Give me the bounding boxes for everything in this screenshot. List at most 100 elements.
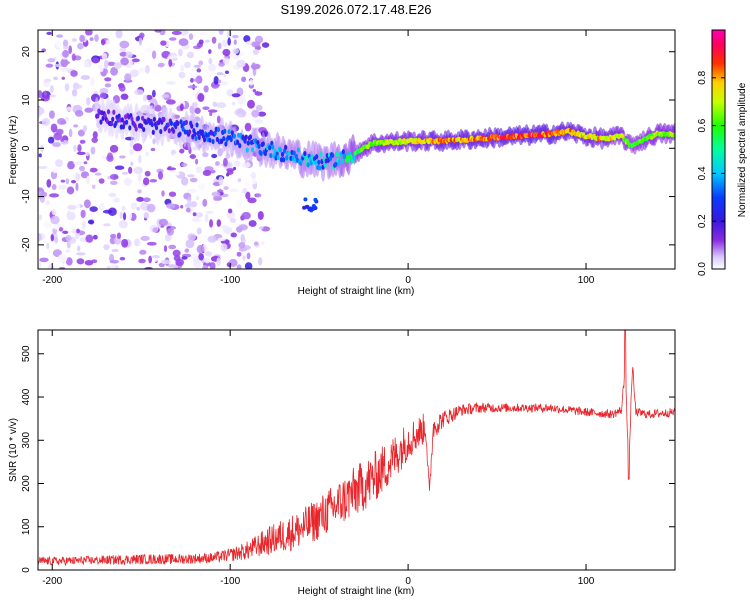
spectrogram-cell bbox=[166, 122, 170, 128]
x-tick-label: -100 bbox=[220, 576, 240, 587]
spectrogram-cell bbox=[222, 136, 226, 142]
spectrogram-cell bbox=[185, 207, 191, 213]
spectrogram-cell bbox=[229, 136, 233, 143]
spectrogram-cell bbox=[66, 186, 75, 195]
spectrogram-cell bbox=[178, 71, 186, 79]
spectrogram-cell bbox=[223, 186, 229, 191]
spectrogram-cell bbox=[58, 253, 68, 263]
spectrogram-cell bbox=[111, 116, 115, 122]
spectrogram-cell bbox=[113, 197, 120, 203]
spectrogram-cell bbox=[168, 58, 173, 68]
spectrogram-cell bbox=[166, 203, 176, 209]
spectrogram-cell bbox=[190, 77, 194, 83]
spectrogram-cell bbox=[54, 236, 59, 244]
spectrogram-cell bbox=[225, 173, 230, 177]
spectrogram-cell bbox=[236, 139, 240, 145]
spectrogram-cell bbox=[244, 122, 252, 132]
spectrogram-cell bbox=[211, 83, 221, 87]
spectrogram-cell bbox=[185, 239, 195, 249]
spectrogram-cell bbox=[114, 165, 125, 170]
spectrogram-cell bbox=[84, 259, 94, 266]
spectrogram-cell bbox=[79, 34, 86, 43]
spectrogram-cell bbox=[152, 116, 156, 122]
spectrogram-cell bbox=[241, 161, 251, 168]
spectrogram-cell bbox=[236, 264, 242, 269]
spectrogram-cell bbox=[53, 76, 58, 81]
spectrogram-cell bbox=[38, 261, 42, 269]
spectrogram-cell bbox=[216, 102, 227, 109]
spectrogram-cell bbox=[129, 69, 139, 78]
spectrogram-cell bbox=[118, 219, 128, 229]
spectrogram-cell bbox=[225, 152, 231, 159]
snr-panel: -200 -100 0 100 0 100 200 300 400 500 Height of … bbox=[8, 329, 676, 597]
spectrogram-cell bbox=[233, 39, 237, 45]
spectrogram-cell bbox=[171, 128, 176, 134]
spectrogram-cell bbox=[672, 132, 675, 138]
spectrogram-cell bbox=[189, 177, 198, 183]
spectrogram-cell bbox=[85, 151, 89, 157]
spectrogram-cell bbox=[122, 212, 127, 221]
spectrogram-cell bbox=[72, 82, 80, 90]
spectrogram-cell bbox=[139, 249, 147, 255]
y-tick-label: 10 bbox=[21, 94, 32, 106]
spectrogram-cell bbox=[85, 163, 91, 172]
spectrogram-cell bbox=[246, 185, 254, 194]
spectrogram-cell bbox=[110, 66, 118, 76]
spectrogram-cell bbox=[113, 174, 119, 180]
spectrogram-cell bbox=[231, 101, 236, 106]
spectrogram-cell bbox=[252, 88, 257, 93]
spectrogram-cell bbox=[123, 177, 132, 186]
spectrogram-cell bbox=[47, 136, 55, 144]
spectrogram-y-ticks: -20 -10 0 10 20 bbox=[21, 46, 675, 252]
spectrogram-cell bbox=[174, 124, 178, 130]
snr-x-ticks: -200 -100 0 100 bbox=[42, 330, 595, 587]
spectrogram-cell bbox=[124, 73, 132, 82]
spectrogram-cell bbox=[98, 202, 105, 211]
spectrogram-cell bbox=[51, 148, 59, 155]
spectrogram-cell bbox=[89, 167, 98, 173]
spectrogram-cell bbox=[77, 42, 84, 50]
spectrogram-cell bbox=[86, 175, 90, 185]
spectrogram-cell bbox=[104, 68, 108, 75]
spectrogram-cell bbox=[171, 30, 182, 36]
spectrogram-cell bbox=[39, 257, 49, 263]
spectrogram-cell bbox=[43, 221, 53, 229]
spectrogram-cell bbox=[184, 119, 188, 126]
spectrogram-cell bbox=[218, 79, 222, 84]
spectrogram-cell bbox=[195, 166, 203, 174]
spectrogram-cell bbox=[231, 93, 241, 98]
spectrogram-cell bbox=[121, 205, 126, 211]
spectrogram-cell bbox=[251, 41, 261, 48]
spectrogram-cell bbox=[252, 48, 260, 55]
spectrogram-cell bbox=[160, 259, 171, 265]
spectrogram-cell bbox=[178, 38, 189, 47]
spectrogram-cell bbox=[66, 106, 72, 112]
spectrogram-cell bbox=[181, 162, 188, 167]
spectrogram-cell bbox=[318, 165, 322, 171]
spectrogram-cell bbox=[198, 252, 204, 261]
spectrogram-cell bbox=[307, 207, 312, 212]
spectrogram-cell bbox=[151, 89, 156, 98]
spectrogram-cell bbox=[179, 148, 185, 154]
spectrogram-cell bbox=[226, 30, 232, 39]
spectrogram-cell bbox=[57, 118, 66, 125]
spectrogram-cell bbox=[180, 205, 184, 209]
spectrogram-cell bbox=[306, 162, 310, 168]
spectrogram-cell bbox=[106, 154, 114, 162]
spectrogram-cell bbox=[250, 147, 255, 153]
spectrogram-cell bbox=[73, 124, 79, 128]
spectrogram-cell bbox=[113, 62, 122, 69]
spectrogram-cell bbox=[38, 165, 48, 170]
spectrogram-cell bbox=[101, 52, 108, 60]
spectrogram-cell bbox=[132, 143, 143, 152]
spectrogram-cell bbox=[187, 199, 192, 206]
spectrogram-cell bbox=[149, 178, 158, 183]
spectrogram-cell bbox=[73, 144, 77, 152]
spectrogram-cell bbox=[208, 49, 212, 55]
spectrogram-cell bbox=[184, 248, 190, 253]
spectrogram-cell bbox=[163, 245, 168, 253]
spectrogram-cell bbox=[154, 30, 162, 33]
x-tick-label: 100 bbox=[578, 576, 595, 587]
spectrogram-cell bbox=[140, 235, 150, 241]
spectrogram-cell bbox=[74, 110, 84, 117]
